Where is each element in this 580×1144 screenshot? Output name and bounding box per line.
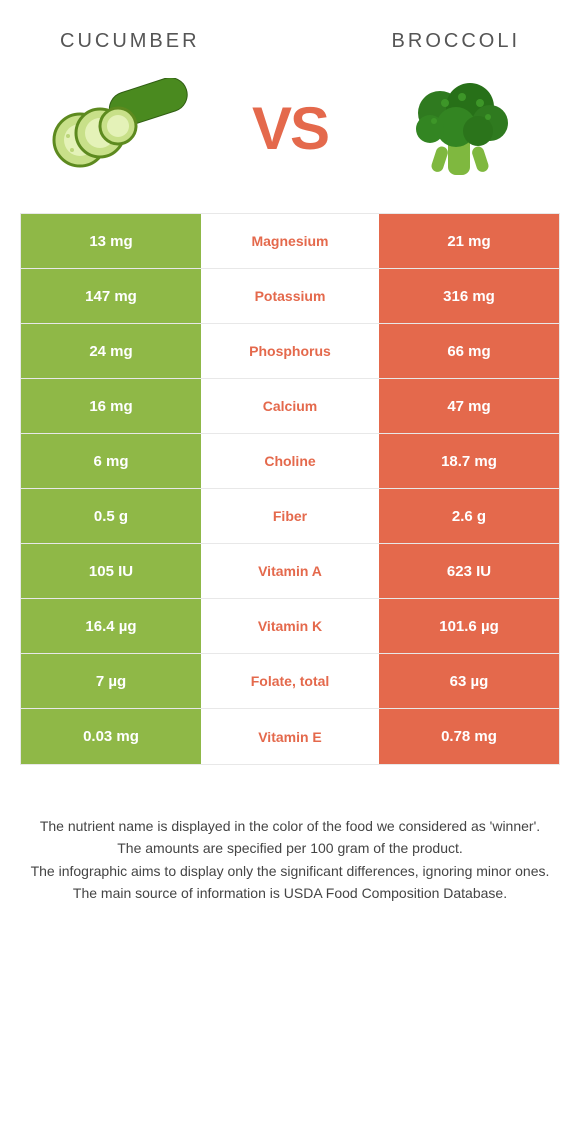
left-value: 0.5 g bbox=[21, 489, 201, 543]
right-value: 623 IU bbox=[379, 544, 559, 598]
table-row: 24 mgPhosphorus66 mg bbox=[21, 324, 559, 379]
table-row: 13 mgMagnesium21 mg bbox=[21, 214, 559, 269]
nutrient-label: Vitamin E bbox=[201, 709, 379, 764]
nutrient-label: Magnesium bbox=[201, 214, 379, 268]
right-value: 63 µg bbox=[379, 654, 559, 708]
left-value: 7 µg bbox=[21, 654, 201, 708]
right-value: 21 mg bbox=[379, 214, 559, 268]
footer-line: The main source of information is USDA F… bbox=[30, 882, 550, 904]
left-value: 105 IU bbox=[21, 544, 201, 598]
nutrient-label: Vitamin K bbox=[201, 599, 379, 653]
left-value: 13 mg bbox=[21, 214, 201, 268]
table-row: 147 mgPotassium316 mg bbox=[21, 269, 559, 324]
left-value: 0.03 mg bbox=[21, 709, 201, 764]
footer-line: The nutrient name is displayed in the co… bbox=[30, 815, 550, 837]
table-row: 7 µgFolate, total63 µg bbox=[21, 654, 559, 709]
footer-line: The infographic aims to display only the… bbox=[30, 860, 550, 882]
nutrient-label: Choline bbox=[201, 434, 379, 488]
nutrient-label: Calcium bbox=[201, 379, 379, 433]
nutrient-label: Potassium bbox=[201, 269, 379, 323]
right-value: 47 mg bbox=[379, 379, 559, 433]
right-value: 18.7 mg bbox=[379, 434, 559, 488]
hero-row: VS bbox=[0, 63, 580, 213]
nutrient-label: Folate, total bbox=[201, 654, 379, 708]
left-value: 6 mg bbox=[21, 434, 201, 488]
table-row: 16 mgCalcium47 mg bbox=[21, 379, 559, 434]
table-row: 0.03 mgVitamin E0.78 mg bbox=[21, 709, 559, 764]
right-value: 2.6 g bbox=[379, 489, 559, 543]
table-row: 16.4 µgVitamin K101.6 µg bbox=[21, 599, 559, 654]
right-value: 0.78 mg bbox=[379, 709, 559, 764]
header: CUCUMBER BROCCOLI bbox=[0, 0, 580, 63]
table-row: 6 mgCholine18.7 mg bbox=[21, 434, 559, 489]
right-value: 316 mg bbox=[379, 269, 559, 323]
right-value: 66 mg bbox=[379, 324, 559, 378]
footer-notes: The nutrient name is displayed in the co… bbox=[0, 815, 580, 905]
nutrient-label: Fiber bbox=[201, 489, 379, 543]
nutrient-table: 13 mgMagnesium21 mg147 mgPotassium316 mg… bbox=[20, 213, 560, 765]
left-value: 16 mg bbox=[21, 379, 201, 433]
nutrient-label: Vitamin A bbox=[201, 544, 379, 598]
left-value: 16.4 µg bbox=[21, 599, 201, 653]
table-row: 105 IUVitamin A623 IU bbox=[21, 544, 559, 599]
left-food-title: CUCUMBER bbox=[60, 30, 200, 53]
broccoli-icon bbox=[390, 73, 530, 183]
nutrient-label: Phosphorus bbox=[201, 324, 379, 378]
table-row: 0.5 gFiber2.6 g bbox=[21, 489, 559, 544]
footer-line: The amounts are specified per 100 gram o… bbox=[30, 837, 550, 859]
right-value: 101.6 µg bbox=[379, 599, 559, 653]
left-value: 147 mg bbox=[21, 269, 201, 323]
right-food-title: BROCCOLI bbox=[392, 30, 520, 53]
cucumber-icon bbox=[50, 73, 190, 183]
left-value: 24 mg bbox=[21, 324, 201, 378]
vs-label: VS bbox=[252, 94, 328, 163]
